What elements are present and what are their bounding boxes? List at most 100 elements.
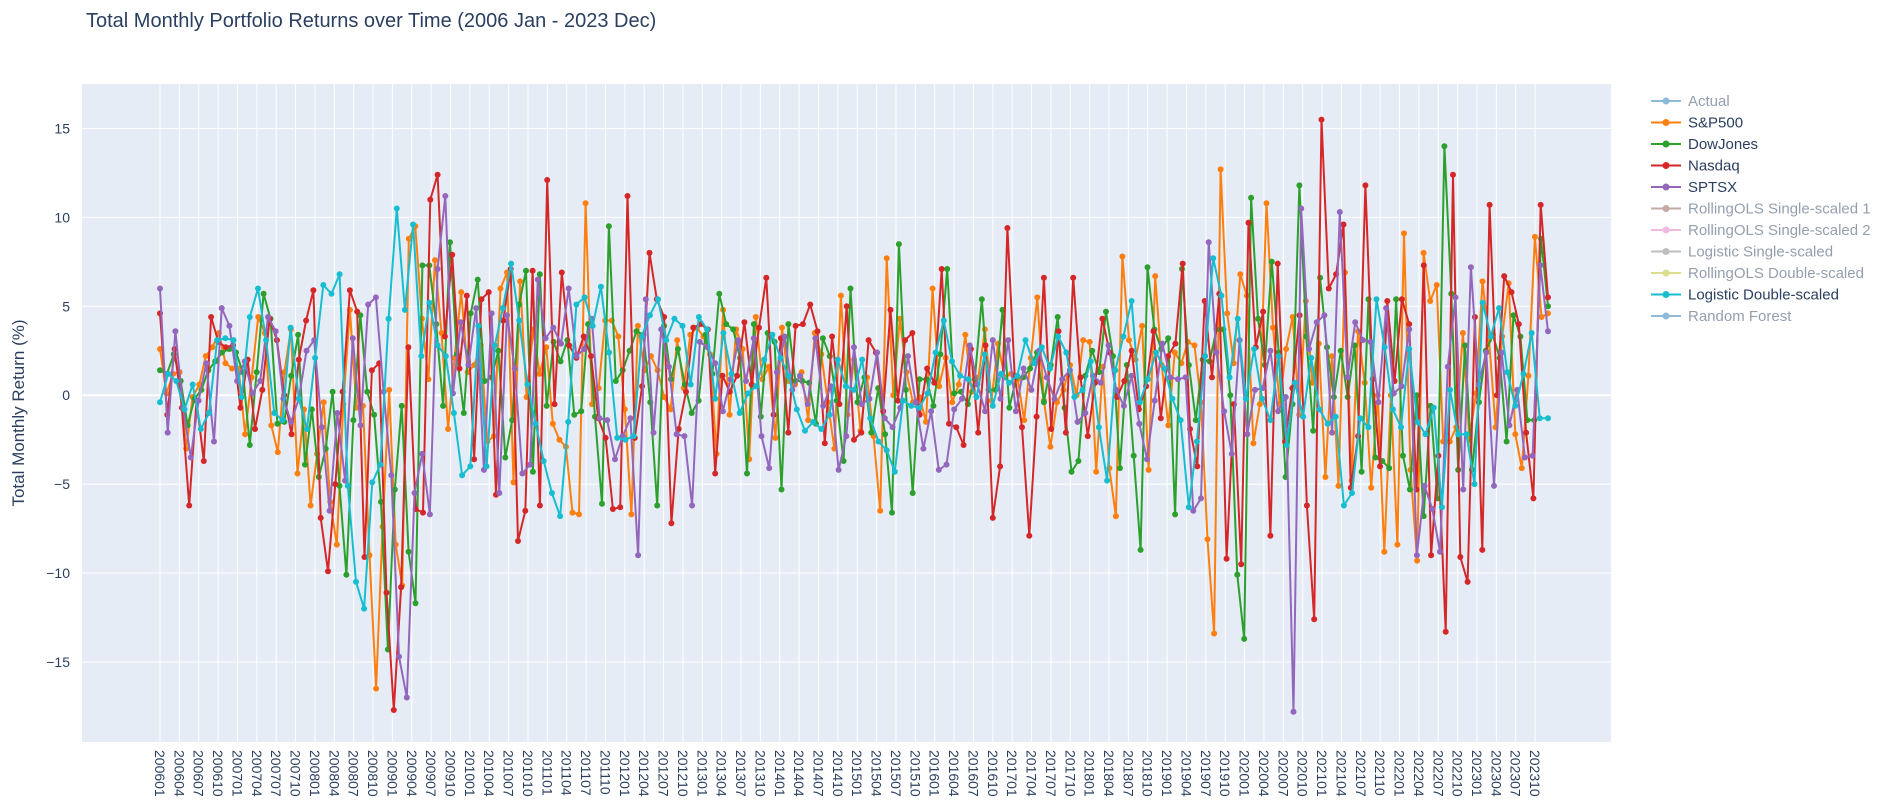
data-point (449, 251, 456, 258)
x-tick-label: 201907 (1198, 750, 1214, 797)
data-point (599, 500, 605, 507)
data-point (320, 399, 327, 406)
data-point (1221, 408, 1228, 415)
x-tick-label: 200707 (268, 750, 284, 797)
data-point (398, 402, 405, 409)
data-point (418, 353, 425, 360)
data-point (1308, 354, 1315, 361)
legend-item[interactable]: Logistic Single-scaled (1651, 244, 1833, 261)
data-point (527, 461, 534, 468)
x-tick-labels: 200601 200604 200607 200610 200701 200704 2007… (152, 750, 1543, 797)
data-point (1194, 463, 1201, 470)
data-point (573, 301, 580, 308)
data-point (928, 408, 935, 415)
data-point (1359, 337, 1366, 344)
data-point (916, 376, 923, 383)
data-point (946, 420, 952, 427)
legend-item[interactable]: Random Forest (1651, 308, 1792, 325)
data-point (1479, 299, 1486, 306)
data-point (924, 365, 931, 372)
data-point (1365, 424, 1372, 431)
legend-item[interactable]: Actual (1651, 93, 1730, 110)
data-point (1172, 511, 1179, 518)
data-point (628, 511, 635, 518)
data-point (576, 511, 582, 518)
legend[interactable]: Actual S&P500 DowJones Nasdaq SPTSX RollingOL… (1651, 93, 1871, 325)
data-point (635, 552, 642, 559)
data-point (663, 337, 670, 344)
data-point (1398, 424, 1404, 431)
x-tick-label: 201801 (1082, 750, 1098, 797)
x-tick-label: 201710 (1062, 750, 1078, 797)
data-point (1503, 438, 1510, 445)
data-point (1406, 321, 1413, 328)
legend-item[interactable]: RollingOLS Single-scaled 2 (1651, 222, 1871, 239)
data-point (998, 370, 1004, 377)
x-tick-label: 200810 (365, 750, 381, 797)
x-tick-label: 201704 (1024, 750, 1040, 797)
legend-item[interactable]: DowJones (1651, 136, 1758, 153)
data-point (288, 431, 295, 438)
x-tick-label: 200901 (384, 750, 400, 797)
legend-item[interactable]: RollingOLS Double-scaled (1651, 265, 1864, 282)
data-point (966, 342, 973, 349)
data-point (1375, 399, 1382, 406)
legend-label: Logistic Single-scaled (1688, 244, 1833, 261)
data-point (403, 694, 410, 701)
data-point (843, 303, 850, 310)
data-point (557, 358, 564, 365)
data-point (887, 306, 894, 313)
data-point (951, 406, 958, 413)
y-tick-label: −10 (46, 565, 70, 581)
data-point (1171, 349, 1178, 356)
data-point (303, 347, 310, 354)
data-point (1071, 394, 1078, 400)
legend-item[interactable]: RollingOLS Single-scaled 1 (1651, 201, 1871, 218)
data-point (883, 447, 890, 454)
data-point (1145, 466, 1152, 473)
data-point (260, 290, 267, 297)
data-point (543, 402, 550, 409)
legend-item[interactable]: Nasdaq (1651, 158, 1740, 175)
data-point (1033, 413, 1040, 420)
x-tick-label: 201904 (1178, 750, 1194, 797)
data-point (214, 337, 221, 344)
data-point (287, 324, 294, 331)
data-point (1095, 424, 1102, 431)
data-point (1048, 426, 1055, 432)
data-point (1144, 456, 1150, 463)
data-point (1116, 465, 1123, 472)
legend-item[interactable]: S&P500 (1651, 115, 1743, 132)
data-point (288, 418, 295, 425)
data-point (1174, 376, 1181, 383)
data-point (1099, 315, 1106, 322)
data-point (336, 271, 343, 278)
data-point (357, 422, 364, 429)
data-point (1080, 337, 1087, 344)
data-point (202, 353, 209, 360)
series-logistic-double-scaled (157, 205, 1551, 612)
data-point (667, 406, 674, 413)
data-point (1498, 349, 1505, 356)
data-point (467, 310, 474, 317)
data-point (1242, 395, 1249, 402)
data-point (491, 342, 498, 349)
x-tick-label: 201104 (559, 750, 575, 796)
x-tick-label: 201307 (733, 750, 749, 797)
data-point (1130, 452, 1137, 459)
data-point (819, 335, 826, 342)
data-point (630, 433, 637, 440)
data-point (597, 283, 604, 290)
legend-item[interactable]: SPTSX (1651, 179, 1737, 196)
data-point (253, 369, 260, 376)
legend-item[interactable]: Logistic Double-scaled (1651, 287, 1839, 304)
data-point (173, 378, 180, 384)
data-point (734, 372, 741, 379)
data-point (837, 292, 844, 299)
data-point (465, 362, 472, 368)
data-point (1358, 468, 1365, 475)
data-point (346, 287, 353, 294)
data-point (1381, 344, 1388, 351)
data-point (1021, 417, 1028, 424)
data-point (646, 312, 653, 319)
